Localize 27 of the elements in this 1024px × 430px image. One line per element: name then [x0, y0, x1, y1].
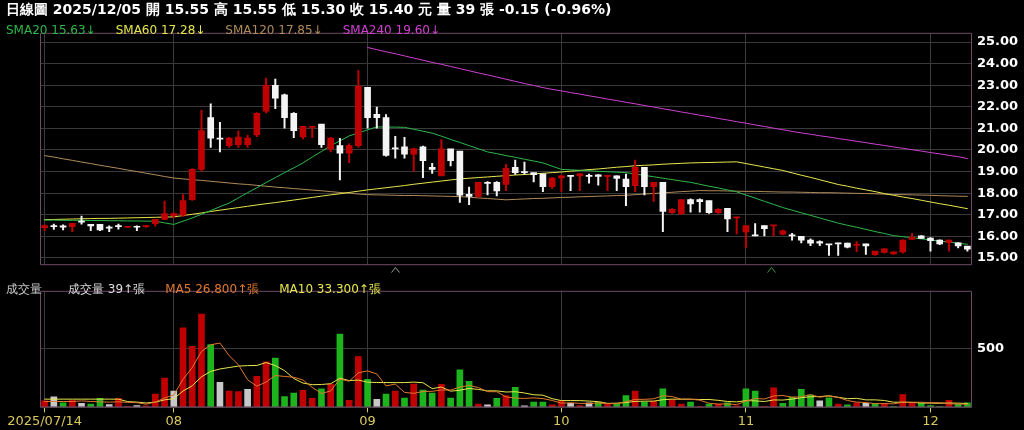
- y-tick-label: 16.00: [977, 227, 1019, 243]
- y-tick-label: 18.00: [977, 184, 1019, 200]
- x-tick-label: 12: [922, 412, 939, 428]
- text: MA5 26.800↑張: [165, 282, 260, 296]
- y-tick-label: 17.00: [977, 206, 1019, 222]
- text: SMA20 15.63↓: [6, 23, 96, 37]
- y-tick-label: 25.00: [977, 33, 1019, 49]
- text: MA10 33.300↑張: [279, 282, 381, 296]
- y-tick-label: 22.00: [977, 98, 1019, 114]
- x-tick-label: 08: [165, 412, 183, 428]
- x-tick-label: 11: [737, 412, 755, 428]
- y-tick-label: 19.00: [977, 162, 1019, 178]
- x-tick-label: 09: [359, 412, 376, 428]
- text: SMA60 17.28↓: [115, 23, 206, 37]
- x-tick-label: 10: [553, 412, 570, 428]
- y-tick-label: 21.00: [977, 119, 1019, 135]
- text: SMA120 17.85↓: [225, 23, 323, 37]
- chart-title: 成交量: [6, 282, 42, 296]
- text: 成交量 39↑張: [68, 282, 146, 296]
- y-tick-label: 15.00: [977, 249, 1019, 265]
- y-tick-label: 20.00: [977, 141, 1019, 157]
- series-label: SMA240 19.60↓: [342, 23, 440, 37]
- y-tick-label: 24.00: [977, 55, 1019, 71]
- chart-title: 日線圖 2025/12/05 開 15.55 高 15.55 低 15.30 收 15.40 元 量 39 張 -0.15 (-0.96%): [6, 1, 612, 17]
- y-tick-label: 23.00: [977, 76, 1019, 92]
- y-tick-label: 500: [977, 339, 1005, 355]
- x-tick-label: 2025/07/14: [7, 412, 83, 428]
